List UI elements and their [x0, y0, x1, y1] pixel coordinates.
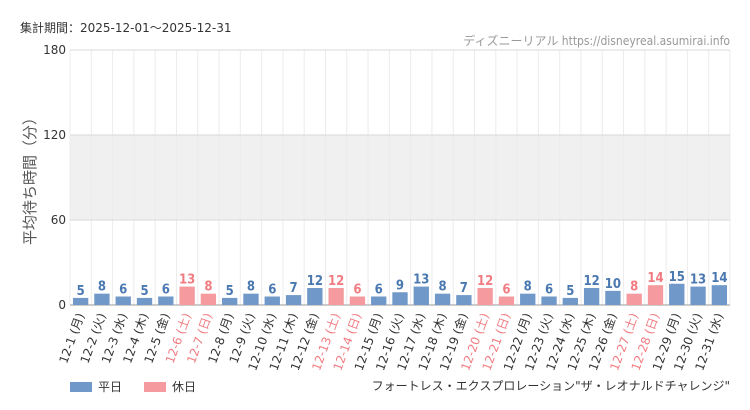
- bar-value-label: 8: [98, 280, 106, 295]
- bar-value-label: 12: [328, 274, 344, 289]
- bar: [307, 288, 323, 305]
- legend-swatch-weekday: [70, 381, 92, 392]
- bar: [520, 293, 536, 305]
- attraction-name: フォートレス・エクスプロレーション"ザ・レオナルドチャレンジ": [371, 379, 730, 393]
- bar-value-label: 8: [247, 280, 255, 295]
- bar-value-label: 8: [439, 280, 447, 295]
- bar: [94, 293, 110, 305]
- bar: [413, 286, 429, 305]
- bar: [243, 293, 259, 305]
- source-label: ディズニーリアル https://disneyreal.asumirai.inf…: [463, 34, 730, 48]
- bar: [456, 295, 472, 305]
- bar-value-label: 6: [353, 283, 361, 298]
- bar: [562, 297, 578, 305]
- bar: [626, 293, 642, 305]
- bar-value-label: 8: [630, 280, 638, 295]
- bar-value-label: 6: [545, 283, 553, 298]
- bar-value-label: 5: [140, 284, 148, 299]
- legend-swatch-holiday: [144, 381, 167, 392]
- bar-value-label: 7: [289, 281, 297, 296]
- bar: [72, 297, 89, 305]
- bar: [285, 295, 302, 305]
- bar: [541, 296, 557, 305]
- period-label: 集計期間：2025-12-01～2025-12-31: [20, 21, 232, 35]
- bar: [711, 285, 728, 305]
- bar-value-label: 10: [605, 277, 621, 292]
- bar-value-label: 5: [566, 284, 574, 299]
- bar-value-label: 7: [460, 281, 468, 296]
- bar: [647, 285, 664, 305]
- bar-value-label: 13: [413, 273, 429, 288]
- bar-value-label: 8: [524, 280, 532, 295]
- bar-value-label: 6: [268, 283, 276, 298]
- bar: [583, 288, 600, 305]
- y-axis-label: 平均待ち時間（分）: [21, 110, 39, 245]
- bar-value-label: 6: [119, 283, 127, 298]
- shaded-band: [70, 135, 730, 220]
- bar: [200, 293, 217, 305]
- bar-value-label: 14: [647, 271, 663, 286]
- bar: [434, 293, 451, 305]
- chart-legend: 平日 休日: [70, 378, 218, 395]
- bar-value-label: 12: [477, 274, 493, 289]
- bar-value-label: 14: [711, 271, 727, 286]
- bar-value-label: 5: [77, 284, 85, 299]
- bar: [222, 297, 238, 305]
- bar: [371, 296, 387, 305]
- bar: [690, 286, 706, 305]
- bar: [328, 288, 344, 305]
- bar-value-label: 6: [162, 283, 170, 298]
- y-tick-label: 60: [51, 213, 66, 227]
- legend-item-weekday: 平日: [70, 378, 122, 395]
- bar-value-label: 6: [375, 283, 383, 298]
- y-tick-label: 180: [43, 43, 66, 57]
- bar: [158, 296, 174, 305]
- legend-label-weekday: 平日: [98, 380, 123, 394]
- bar-value-label: 9: [396, 278, 404, 293]
- bar: [264, 296, 280, 305]
- bar-value-label: 6: [502, 283, 510, 298]
- bar-value-label: 12: [583, 274, 599, 289]
- bar: [179, 286, 195, 305]
- bar-value-label: 8: [204, 280, 212, 295]
- bar: [477, 288, 493, 305]
- bar: [392, 292, 408, 305]
- bar-value-label: 13: [179, 273, 195, 288]
- bar: [605, 290, 621, 305]
- bar-value-label: 5: [226, 284, 234, 299]
- legend-item-holiday: 休日: [144, 378, 196, 395]
- bar-value-label: 13: [690, 273, 706, 288]
- bar: [349, 296, 366, 305]
- bar-value-label: 12: [307, 274, 323, 289]
- bar: [136, 297, 153, 305]
- bar-value-label: 15: [669, 270, 685, 285]
- bar: [498, 296, 515, 305]
- bar: [669, 283, 685, 305]
- legend-label-holiday: 休日: [172, 380, 197, 394]
- y-tick-label: 0: [58, 298, 66, 312]
- y-tick-label: 120: [43, 128, 66, 142]
- bar: [115, 296, 131, 305]
